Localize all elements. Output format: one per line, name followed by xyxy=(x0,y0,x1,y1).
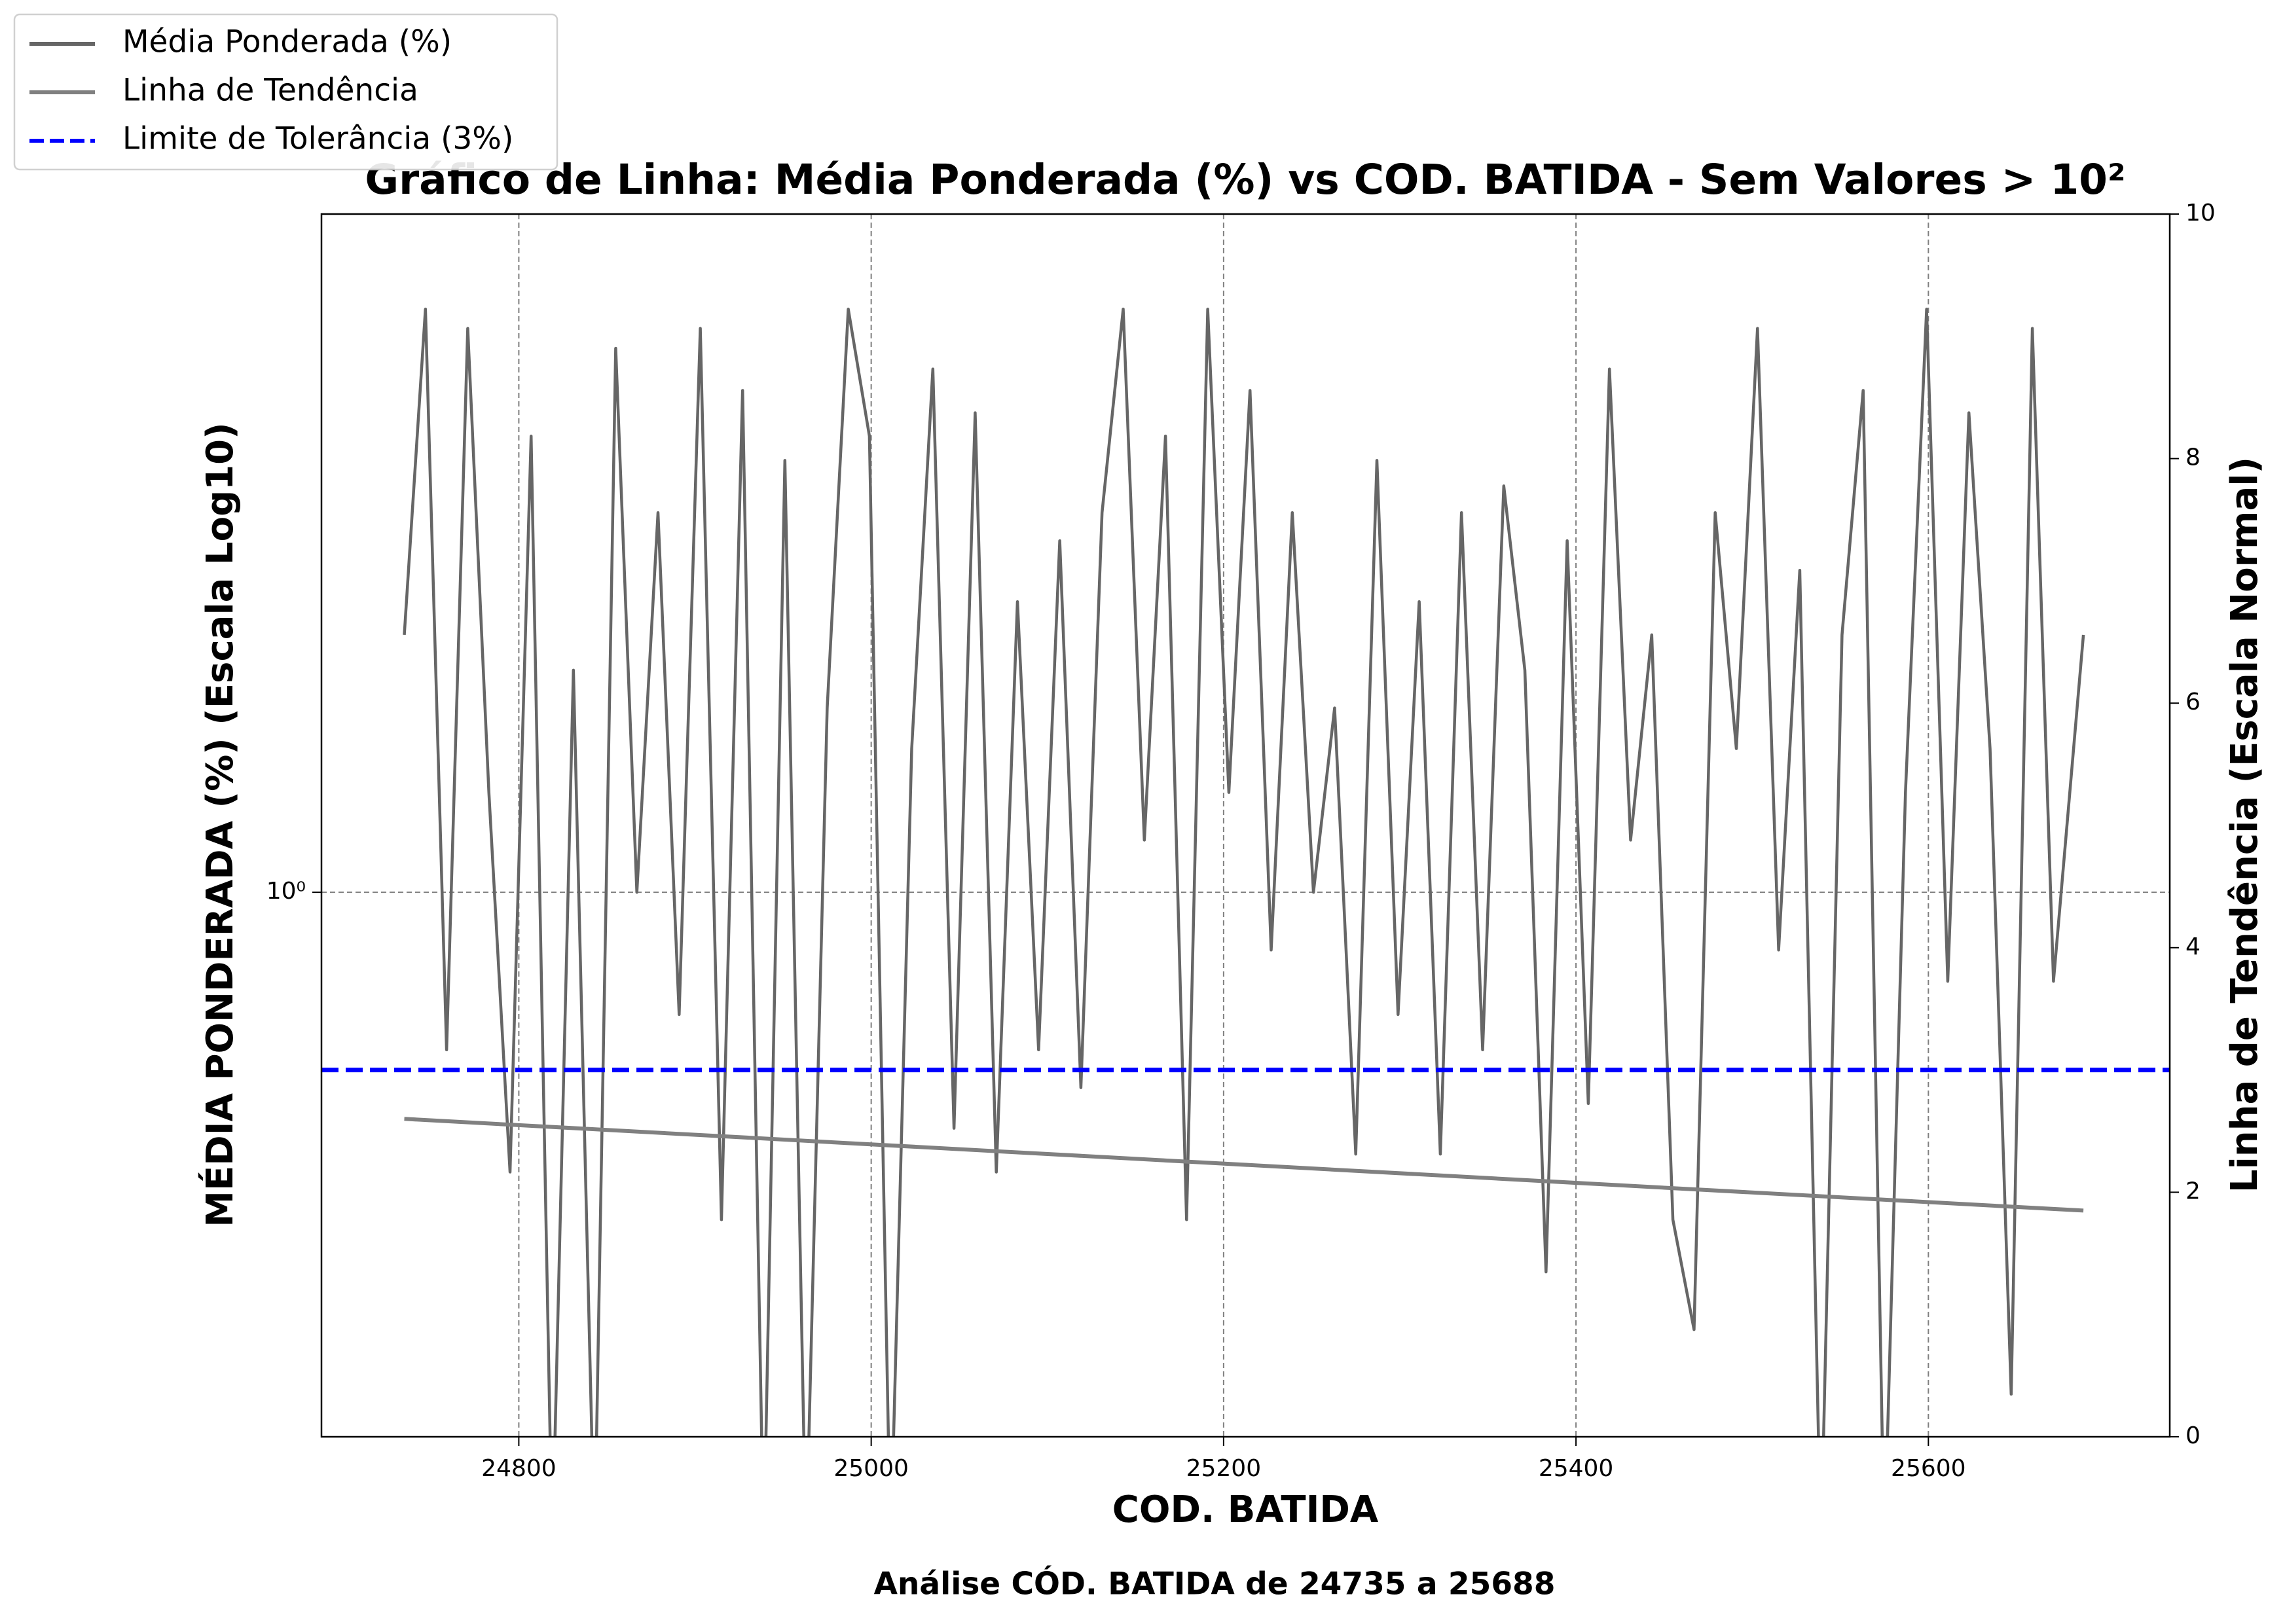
y-tick-label: 10⁰ xyxy=(266,878,306,905)
y2-tick-label: 4 xyxy=(2185,933,2201,960)
y2-tick-label: 10 xyxy=(2185,200,2216,226)
x-tick-label: 25000 xyxy=(833,1455,909,1482)
chart-subtitle: Análise CÓD. BATIDA de 24735 a 25688 xyxy=(874,1566,1556,1602)
legend-label: Média Ponderada (%) xyxy=(122,24,452,60)
chart-title: Gráfico de Linha: Média Ponderada (%) vs… xyxy=(365,156,2125,204)
data-line xyxy=(404,1117,2084,1213)
y2-tick-label: 2 xyxy=(2185,1178,2201,1204)
x-tick-label: 25600 xyxy=(1891,1455,1966,1482)
x-tick-label: 25200 xyxy=(1186,1455,1262,1482)
plot-area xyxy=(321,308,2170,1437)
plot-frame xyxy=(320,213,2171,1438)
y-axis-label: MÉDIA PONDERADA (%) (Escala Log10) xyxy=(198,422,242,1227)
legend-box xyxy=(13,13,558,171)
legend-label: Linha de Tendência xyxy=(122,73,418,109)
x-tick-label: 24800 xyxy=(481,1455,557,1482)
y2-axis-label: Linha de Tendência (Escala Normal) xyxy=(2223,457,2266,1193)
legend-label: Limite de Tolerância (3%) xyxy=(122,121,513,157)
x-axis-label: COD. BATIDA xyxy=(1112,1489,1379,1531)
y2-tick-label: 0 xyxy=(2185,1422,2201,1449)
y2-tick-label: 8 xyxy=(2185,444,2201,471)
data-line xyxy=(403,308,2085,1437)
y2-tick-label: 6 xyxy=(2185,689,2201,715)
x-tick-label: 25400 xyxy=(1539,1455,1614,1482)
